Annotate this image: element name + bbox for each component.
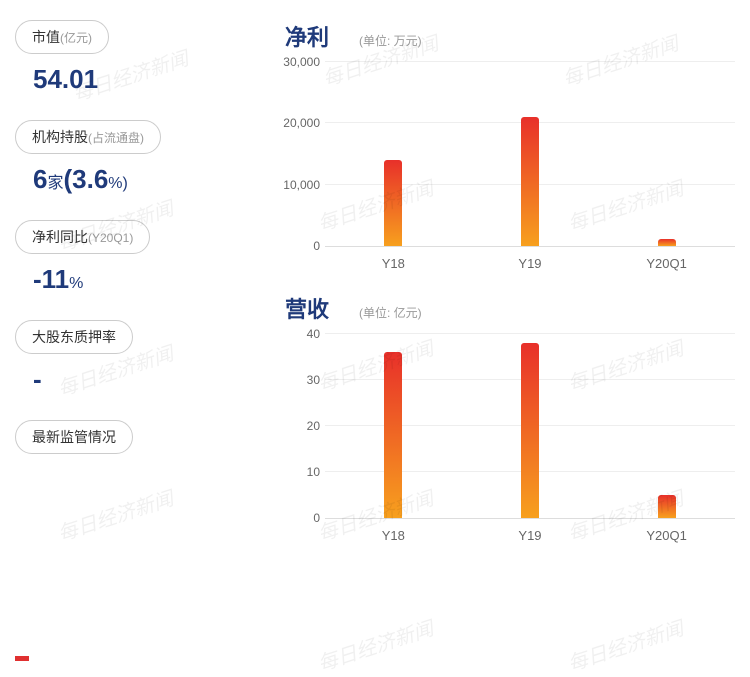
x-label: Y18 (382, 256, 405, 271)
bar-wrap: Y19 (500, 334, 560, 518)
label-sub: (占流通盘) (88, 131, 144, 145)
watermark: 每日经济新闻 (313, 612, 436, 677)
stat-regulatory: 最新监管情况 (15, 420, 245, 464)
left-stats-panel: 市值(亿元) 54.01 机构持股(占流通盘) 6家(3.6%) 净利同比(Y2… (15, 20, 245, 544)
bar (384, 160, 402, 246)
bottom-marker (15, 656, 29, 661)
stat-label-pledge: 大股东质押率 (15, 320, 133, 354)
y-tick: 30 (270, 373, 320, 387)
stat-pledge: 大股东质押率 - (15, 320, 245, 395)
chart-revenue-unit: (单位: 亿元) (359, 304, 422, 321)
x-label: Y19 (518, 256, 541, 271)
bar (658, 239, 676, 246)
bar-wrap: Y20Q1 (637, 334, 697, 518)
bar (521, 117, 539, 246)
value-pct: (3.6 (63, 164, 108, 194)
x-label: Y20Q1 (646, 528, 686, 543)
stat-label-profit-yoy: 净利同比(Y20Q1) (15, 220, 150, 254)
label-text: 市值 (32, 29, 60, 45)
bar (384, 352, 402, 518)
chart-profit-unit: (单位: 万元) (359, 32, 422, 49)
label-sub: (Y20Q1) (88, 231, 133, 245)
x-label: Y19 (518, 528, 541, 543)
stat-value-pledge: - (15, 364, 245, 395)
value-unit: 家 (47, 175, 63, 192)
chart-profit-title: 净利 (285, 20, 329, 52)
bar-wrap: Y20Q1 (637, 62, 697, 246)
y-tick: 10,000 (270, 178, 320, 192)
right-charts-panel: 净利 (单位: 万元) 010,00020,00030,000Y18Y19Y20… (275, 20, 735, 544)
chart-revenue-plot: 010203040Y18Y19Y20Q1 (325, 334, 735, 519)
chart-profit-plot: 010,00020,00030,000Y18Y19Y20Q1 (325, 62, 735, 247)
value-main: -11 (33, 264, 69, 294)
stat-label-market-cap: 市值(亿元) (15, 20, 109, 54)
value-unit: % (69, 275, 83, 292)
value-pct-unit: %) (108, 175, 128, 192)
bar-wrap: Y18 (363, 334, 423, 518)
chart-revenue-title: 营收 (285, 292, 329, 324)
y-tick: 20 (270, 419, 320, 433)
label-text: 大股东质押率 (32, 329, 116, 345)
bar-wrap: Y19 (500, 62, 560, 246)
y-tick: 40 (270, 327, 320, 341)
chart-profit: 净利 (单位: 万元) 010,00020,00030,000Y18Y19Y20… (275, 20, 735, 272)
x-label: Y18 (382, 528, 405, 543)
watermark: 每日经济新闻 (563, 612, 686, 677)
label-text: 最新监管情况 (32, 429, 116, 445)
bars-container: Y18 Y19 Y20Q1 (325, 334, 735, 518)
chart-revenue: 营收 (单位: 亿元) 010203040Y18Y19Y20Q1 (275, 292, 735, 544)
stat-value-market-cap: 54.01 (15, 64, 245, 95)
bar (658, 495, 676, 518)
bar (521, 343, 539, 518)
y-tick: 0 (270, 239, 320, 253)
y-tick: 10 (270, 465, 320, 479)
stat-market-cap: 市值(亿元) 54.01 (15, 20, 245, 95)
label-text: 机构持股 (32, 129, 88, 145)
stat-label-holdings: 机构持股(占流通盘) (15, 120, 161, 154)
stat-value-profit-yoy: -11% (15, 264, 245, 295)
stat-holdings: 机构持股(占流通盘) 6家(3.6%) (15, 120, 245, 195)
label-sub: (亿元) (60, 31, 92, 45)
y-tick: 30,000 (270, 55, 320, 69)
value-main: 6 (33, 164, 47, 194)
x-label: Y20Q1 (646, 256, 686, 271)
y-tick: 20,000 (270, 116, 320, 130)
bar-wrap: Y18 (363, 62, 423, 246)
stat-label-regulatory: 最新监管情况 (15, 420, 133, 454)
stat-profit-yoy: 净利同比(Y20Q1) -11% (15, 220, 245, 295)
bars-container: Y18 Y19 Y20Q1 (325, 62, 735, 246)
y-tick: 0 (270, 511, 320, 525)
label-text: 净利同比 (32, 229, 88, 245)
stat-value-holdings: 6家(3.6%) (15, 164, 245, 195)
